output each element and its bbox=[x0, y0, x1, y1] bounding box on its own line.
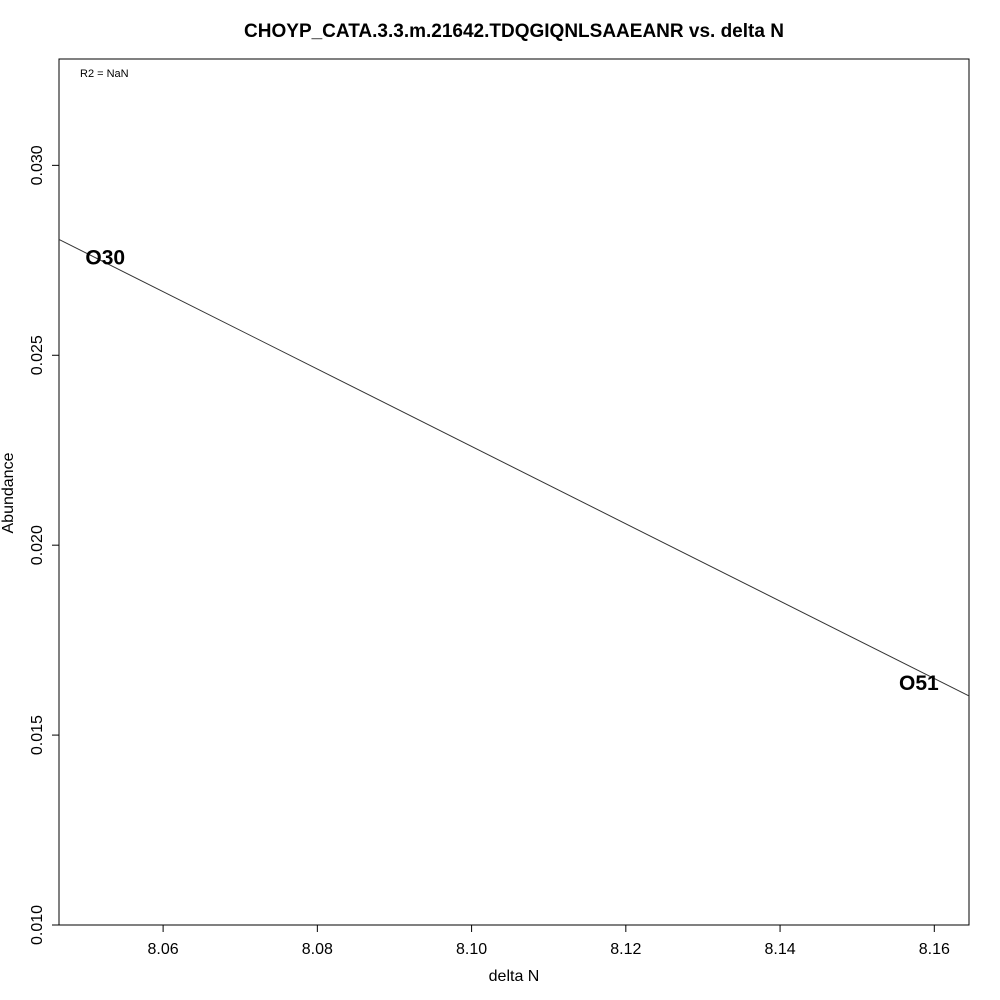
x-axis-label: delta N bbox=[489, 968, 540, 985]
x-tick-label: 8.10 bbox=[456, 941, 487, 958]
point-labels: O30 O51 bbox=[85, 247, 939, 695]
y-tick-label: 0.030 bbox=[29, 145, 46, 185]
x-tick-label: 8.06 bbox=[148, 941, 179, 958]
y-tick-label: 0.025 bbox=[29, 335, 46, 375]
x-axis: 8.06 8.08 8.10 8.12 8.14 8.16 bbox=[148, 924, 950, 958]
x-tick-label: 8.08 bbox=[302, 941, 333, 958]
fit-line-group bbox=[58, 238, 970, 697]
y-tick-label: 0.015 bbox=[29, 715, 46, 755]
fit-line bbox=[58, 238, 970, 697]
chart-title: CHOYP_CATA.3.3.m.21642.TDQGIQNLSAAEANR v… bbox=[244, 21, 784, 42]
x-tick-label: 8.14 bbox=[764, 941, 795, 958]
x-tick-label: 8.12 bbox=[610, 941, 641, 958]
point-label: O30 bbox=[85, 247, 125, 270]
y-tick-label: 0.010 bbox=[29, 905, 46, 945]
x-tick-label: 8.16 bbox=[919, 941, 950, 958]
y-axis-label: Abundance bbox=[0, 452, 17, 533]
point-label: O51 bbox=[899, 672, 939, 695]
y-tick-label: 0.020 bbox=[29, 525, 46, 565]
r2-annotation: R2 = NaN bbox=[80, 68, 129, 80]
plot-area-frame bbox=[58, 58, 970, 926]
y-axis: 0.010 0.015 0.020 0.025 0.030 bbox=[29, 145, 60, 945]
